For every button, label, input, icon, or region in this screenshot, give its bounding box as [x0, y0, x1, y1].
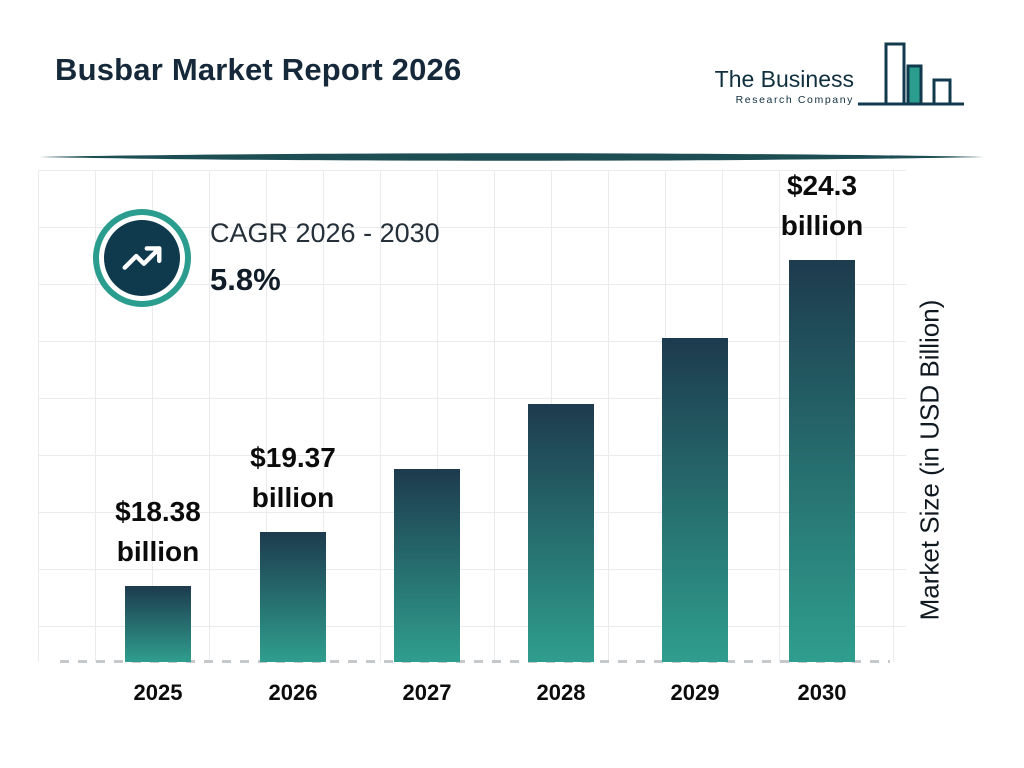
page-title: Busbar Market Report 2026 — [55, 52, 462, 87]
brand-logo: The Business Research Company — [715, 40, 966, 116]
x-axis-label-2028: 2028 — [536, 680, 586, 705]
divider — [40, 153, 984, 161]
y-axis-label: Market Size (in USD Billion) — [914, 299, 945, 621]
value-label-2030: $24.3 billion — [780, 170, 864, 241]
cagr-badge-circle — [104, 220, 180, 296]
brand-subtitle: Research Company — [735, 94, 854, 106]
brand-logo-text: The Business Research Company — [715, 66, 854, 106]
bar-2028 — [528, 404, 594, 662]
bar-2025 — [125, 586, 191, 662]
x-axis-label-2030: 2030 — [797, 680, 847, 705]
cagr-badge — [104, 220, 180, 296]
trending-up-icon — [122, 246, 162, 270]
x-axis-label-2025: 2025 — [133, 680, 183, 705]
brand-name: The Business — [714, 66, 854, 92]
bar-2030 — [789, 260, 855, 662]
chart-grid — [38, 170, 906, 662]
bar-2029 — [662, 338, 728, 662]
value-label-2026: $19.37 billion — [250, 442, 336, 513]
bar-2026 — [260, 532, 326, 662]
bar-chart-logo-icon — [858, 42, 964, 106]
bar-plot: $18.38 billion $19.37 billion $24.3 billion — [115, 170, 864, 662]
x-axis-label-2026: 2026 — [268, 680, 318, 705]
cagr-label: CAGR 2026 - 2030 — [210, 218, 440, 248]
bar-2027 — [394, 469, 460, 662]
x-axis-baseline — [60, 660, 890, 663]
value-label-2025: $18.38 billion — [115, 496, 201, 567]
x-axis-label-2029: 2029 — [670, 680, 720, 705]
cagr-value: 5.8% — [210, 262, 281, 297]
x-axis-labels: 2025 2026 2027 2028 2029 2030 — [0, 680, 1024, 714]
x-axis-label-2027: 2027 — [402, 680, 452, 705]
